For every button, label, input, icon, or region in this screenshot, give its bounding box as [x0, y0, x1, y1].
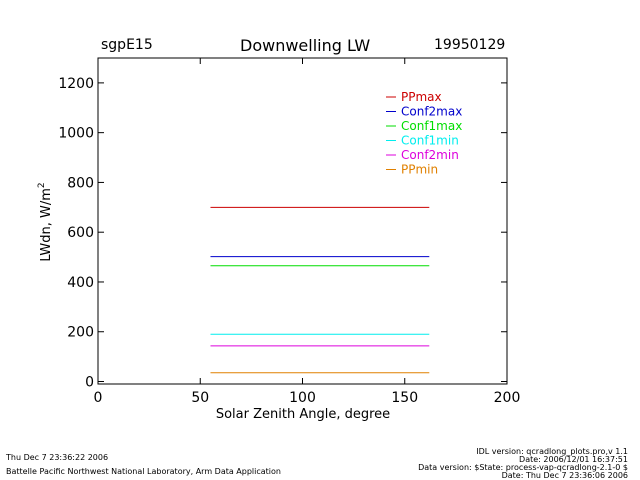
y-tick-label: 400: [67, 275, 94, 291]
x-tick-label: 50: [191, 390, 209, 406]
footer-timestamp: Thu Dec 7 23:36:22 2006: [6, 453, 109, 462]
chart-title: Downwelling LW: [240, 36, 371, 55]
y-tick-label: 200: [67, 325, 94, 341]
y-tick-label: 0: [85, 375, 94, 391]
legend-label: Conf1min: [401, 134, 459, 148]
y-tick-label: 1200: [58, 76, 94, 92]
y-axis-label: LWdn, W/m2: [37, 182, 54, 261]
footer-data-date: Date: Thu Dec 7 23:36:06 2006: [501, 471, 628, 480]
footer-lab: Battelle Pacific Northwest National Labo…: [6, 467, 281, 476]
legend-label: Conf2max: [401, 105, 462, 119]
date-label: 19950129: [434, 37, 506, 53]
x-tick-label: 100: [289, 390, 316, 406]
legend-label: PPmin: [401, 163, 438, 177]
x-tick-label: 200: [494, 390, 521, 406]
x-tick-label: 150: [391, 390, 418, 406]
y-tick-label: 800: [67, 175, 94, 191]
footer-idl-version: IDL version: qcradlong_plots.pro,v 1.1: [476, 447, 628, 456]
chart-axes: 0 50 100 150 200 0 200 400 600 800 1000 1200: [58, 57, 521, 406]
chart-series: [210, 206, 430, 374]
legend-label: PPmax: [401, 90, 442, 104]
y-tick-label: 1000: [58, 126, 94, 142]
y-axis-label-main: LWdn, W/m: [39, 188, 54, 262]
footer-idl-date: Date: 2006/12/01 16:37:51: [519, 455, 628, 464]
y-axis-label-superscript: 2: [37, 182, 47, 188]
x-axis-label: Solar Zenith Angle, degree: [216, 407, 390, 422]
footer-data-version: Data version: $State: process-vap-qcradl…: [418, 463, 628, 472]
chart-legend: PPmaxConf2maxConf1maxConf1minConf2minPPm…: [386, 90, 462, 177]
site-label: sgpE15: [101, 37, 153, 53]
legend-label: Conf2min: [401, 148, 459, 162]
x-tick-label: 0: [94, 390, 103, 406]
y-tick-label: 600: [67, 225, 94, 241]
legend-label: Conf1max: [401, 119, 462, 133]
